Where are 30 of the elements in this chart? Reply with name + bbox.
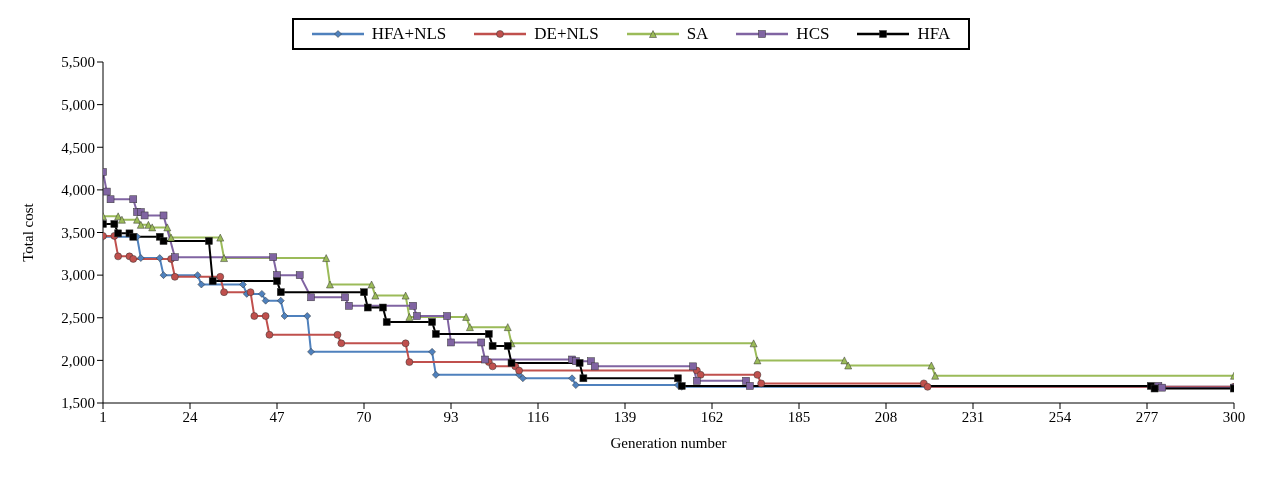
y-tick-label: 5,500 <box>61 54 95 71</box>
x-tick-label: 70 <box>356 408 372 425</box>
legend-label: HFA+NLS <box>371 24 447 44</box>
x-tick-label: 231 <box>961 408 985 425</box>
y-tick-label: 3,500 <box>61 224 95 241</box>
x-tick-label: 24 <box>182 408 198 425</box>
y-tick-label: 3,000 <box>61 267 95 284</box>
x-tick-label: 162 <box>700 408 724 425</box>
x-tick-label: 93 <box>443 408 459 425</box>
x-tick-label: 254 <box>1048 408 1072 425</box>
x-axis-title: Generation number <box>610 435 727 451</box>
y-tick-label: 4,500 <box>61 139 95 156</box>
x-tick-label: 1 <box>99 408 107 425</box>
legend-label: SA <box>686 24 709 44</box>
legend-label: HFA <box>917 24 951 44</box>
x-tick-label: 139 <box>613 408 637 425</box>
x-tick-label: 47 <box>269 408 285 425</box>
y-tick-label: 5,000 <box>61 96 95 113</box>
legend-label: HCS <box>796 24 830 44</box>
x-tick-label: 185 <box>787 408 811 425</box>
x-tick-label: 277 <box>1135 408 1159 425</box>
x-tick-label: 300 <box>1222 408 1246 425</box>
y-tick-label: 1,500 <box>61 395 95 412</box>
y-tick-label: 4,000 <box>61 182 95 199</box>
x-tick-label: 208 <box>874 408 898 425</box>
y-axis-title: Total cost <box>20 202 37 262</box>
y-tick-label: 2,000 <box>61 352 95 369</box>
x-tick-label: 116 <box>527 408 550 425</box>
legend-label: DE+NLS <box>534 24 599 44</box>
y-tick-label: 2,500 <box>61 310 95 327</box>
